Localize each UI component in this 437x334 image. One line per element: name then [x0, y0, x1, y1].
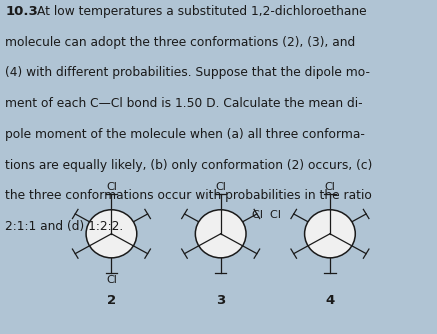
Text: 3: 3: [216, 294, 225, 307]
Text: tions are equally likely, (b) only conformation (2) occurs, (c): tions are equally likely, (b) only confo…: [5, 159, 373, 172]
Text: Cl: Cl: [215, 182, 226, 192]
Text: 2: 2: [107, 294, 116, 307]
Text: Cl: Cl: [106, 275, 117, 285]
Text: pole moment of the molecule when (a) all three conforma-: pole moment of the molecule when (a) all…: [5, 128, 365, 141]
Text: Cl: Cl: [106, 182, 117, 192]
Text: the three conformations occur with probabilities in the ratio: the three conformations occur with proba…: [5, 189, 372, 202]
Ellipse shape: [305, 210, 355, 258]
Text: 4: 4: [325, 294, 335, 307]
Text: molecule can adopt the three conformations (2), (3), and: molecule can adopt the three conformatio…: [5, 36, 355, 49]
Text: (4) with different probabilities. Suppose that the dipole mo-: (4) with different probabilities. Suppos…: [5, 66, 370, 79]
Text: 2:1:1 and (d) 1:2:2.: 2:1:1 and (d) 1:2:2.: [5, 220, 124, 233]
Text: CI  CI: CI CI: [252, 209, 281, 219]
Ellipse shape: [86, 210, 137, 258]
Text: 10.3: 10.3: [5, 5, 38, 18]
Text: At low temperatures a substituted 1,2-dichloroethane: At low temperatures a substituted 1,2-di…: [37, 5, 367, 18]
Ellipse shape: [195, 210, 246, 258]
Text: ment of each C—Cl bond is 1.50 D. Calculate the mean di-: ment of each C—Cl bond is 1.50 D. Calcul…: [5, 97, 363, 110]
Text: Cl: Cl: [325, 182, 335, 192]
